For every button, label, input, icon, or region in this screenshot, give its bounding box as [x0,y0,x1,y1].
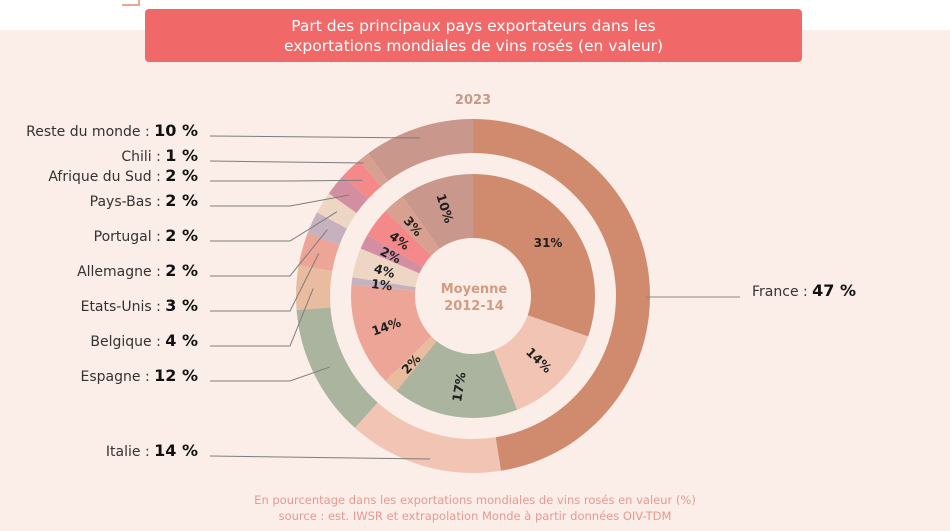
outer-slice-chili [359,153,389,187]
country-name: Etats-Unis : [80,299,166,315]
outer-label-espagne: Espagne : 12 % [81,366,198,385]
leader-line-portugal [210,211,338,242]
outer-slice-reste-du-monde [368,119,473,181]
inner-ring-caption: Moyenne 2012-14 [414,281,534,315]
share-value: 47 % [812,281,857,300]
leader-line-italie [209,455,431,460]
country-name: Reste du monde : [26,124,155,140]
share-value: 14 % [154,441,198,460]
country-name: Portugal : [93,229,166,245]
leader-lines [209,135,740,460]
inner-slice-espagne [396,341,518,418]
outer-label-chili: Chili : 1 % [121,146,198,165]
country-name: Espagne : [80,369,155,385]
leader-line-pays-bas [210,194,349,207]
footer-note: En pourcentage dans les exportations mon… [254,493,696,507]
title-line-1: Part des principaux pays exportateurs da… [291,16,656,35]
footer-source: source : est. IWSR et extrapolation Mond… [278,509,672,523]
outer-slice-afrique-du-sud [342,160,382,199]
country-name: France : [752,284,813,300]
inner-label-france: 31% [534,236,563,250]
share-value: 12 % [154,366,198,385]
outer-label-allemagne: Allemagne : 2 % [77,261,198,280]
share-value: 4 % [165,331,198,350]
leader-line-belgique [210,288,314,347]
share-value: 10 % [154,121,198,140]
outer-label-reste-du-monde: Reste du monde : 10 % [26,121,198,140]
outer-slice-etats-unis [298,232,340,272]
inner-slice-italie [493,315,589,410]
inner-label-allemagne: 1% [370,276,393,294]
arrow-icon [122,0,140,6]
outer-label-italie: Italie : 14 % [106,441,198,460]
country-name: Italie : [105,444,155,460]
country-name: Belgique : [90,334,166,350]
inner-slice-pays-bas [360,235,423,274]
share-value: 2 % [165,261,198,280]
country-name: Afrique du Sud : [48,169,166,185]
inner-ring [351,174,595,418]
outer-slice-italie [354,402,501,473]
title-line-2: exportations mondiales de vins rosés (en… [283,36,664,55]
leader-line-reste-du-monde [209,135,421,139]
inner-label-portugal: 4% [372,261,397,281]
outer-label-france: France : 47 % [752,281,856,300]
chart-title: Part des principaux pays exportateurs da… [145,9,802,62]
center-label-line-1: Moyenne [440,282,508,297]
leader-line-chili [209,160,365,164]
center-label-line-2: 2012-14 [444,299,504,314]
country-name: Pays-Bas : [89,194,166,210]
outer-slice-portugal [316,193,357,229]
outer-label-etats-unis: Etats-Unis : 3 % [81,296,198,315]
inner-slice-afrique-du-sud [367,211,432,267]
share-value: 2 % [165,226,198,245]
outer-slice-belgique [296,265,333,311]
inner-slice-belgique [385,336,437,392]
share-value: 2 % [165,191,198,210]
outer-label-belgique: Belgique : 4 % [90,331,198,350]
inner-slice-france [473,174,595,337]
outer-ring-year: 2023 [454,93,492,108]
outer-label-afrique-du-sud: Afrique du Sud : 2 % [48,166,198,185]
leader-line-etats-unis [210,253,320,312]
share-value: 2 % [165,166,198,185]
inner-slice-allemagne [351,277,416,291]
outer-label-portugal: Portugal : 2 % [94,226,198,245]
country-name: Chili : [121,149,166,165]
outer-label-pays-bas: Pays-Bas : 2 % [90,191,198,210]
outer-slice-pays-bas [328,175,368,214]
share-value: 1 % [165,146,198,165]
outer-slice-allemagne [307,212,347,245]
inner-slice-reste-du-monde [402,174,473,249]
inner-slice-etats-unis [351,284,432,381]
share-value: 3 % [165,296,198,315]
leader-line-afrique-du-sud [210,179,363,182]
leader-line-allemagne [210,229,328,277]
outer-slice-espagne [296,307,378,428]
leader-line-espagne [210,366,330,382]
country-name: Allemagne : [77,264,166,280]
inner-slice-portugal [352,248,420,288]
inner-slice-chili [385,196,440,256]
outer-ring [296,119,650,473]
inner-label-espagne: 17% [449,371,468,403]
outer-slice-france [473,119,650,471]
